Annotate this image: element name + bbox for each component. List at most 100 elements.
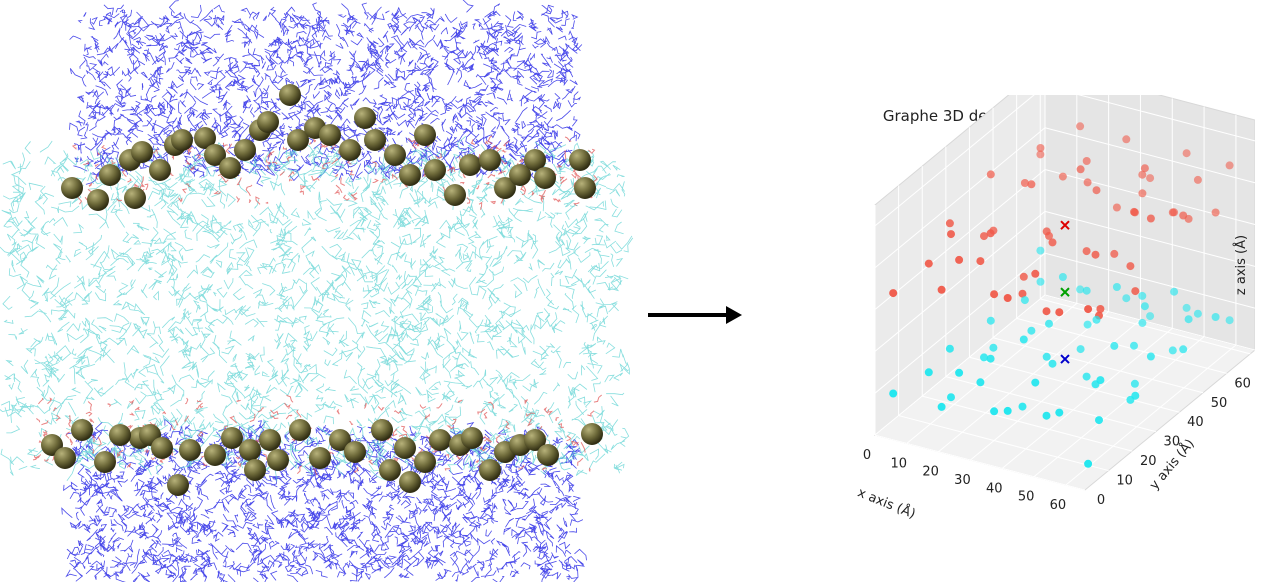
lower-leaflet-point <box>986 316 995 325</box>
phosphorus-sphere <box>87 189 109 211</box>
lower-leaflet-point <box>1019 335 1028 344</box>
lower-leaflet-point <box>1211 313 1220 321</box>
phosphorus-sphere <box>287 129 309 151</box>
phosphorus-sphere <box>444 184 466 206</box>
grid-line-y <box>992 337 1204 394</box>
grid-line-z <box>1044 127 1255 184</box>
phosphorus-sphere <box>289 419 311 441</box>
upper-leaflet-point <box>955 255 964 264</box>
y-tick-label: 50 <box>1211 396 1228 411</box>
phosphorus-sphere <box>459 154 481 176</box>
lower-leaflet-point <box>1036 246 1045 255</box>
upper-leaflet-point <box>1055 308 1064 317</box>
lower-leaflet-point <box>1168 346 1177 355</box>
lower-leaflet-point <box>947 393 955 402</box>
lower-leaflet-point <box>1042 411 1051 420</box>
phosphorus-sphere <box>534 167 556 189</box>
lower-leaflet-point <box>1042 352 1051 361</box>
upper-leaflet-point <box>945 219 954 228</box>
lower-leaflet-point <box>1076 345 1085 354</box>
upper-leaflet-point <box>1193 175 1202 184</box>
lower-leaflet-point <box>1138 318 1147 327</box>
upper-leaflet-point <box>1170 208 1179 217</box>
upper-leaflet-point <box>1084 305 1093 314</box>
lower-leaflet-point <box>937 402 946 411</box>
phosphorus-sphere <box>399 164 421 186</box>
grid-line-z <box>1044 169 1255 226</box>
upper-leaflet-point <box>1096 305 1105 313</box>
grid-line-y <box>969 356 1180 413</box>
lower-leaflet-point <box>889 389 898 398</box>
lower-leaflet-point <box>1003 406 1012 415</box>
upper-leaflet-point <box>1112 203 1121 212</box>
lower-leaflet-point <box>1170 287 1179 296</box>
phosphorus-sphere <box>494 177 516 199</box>
centroid-marker <box>1060 287 1070 297</box>
grid-line-z <box>874 294 1046 436</box>
x-tick-label: 30 <box>954 473 971 488</box>
x-tick-label: 60 <box>1050 498 1067 513</box>
phosphorus-sphere <box>279 84 301 106</box>
upper-leaflet-point <box>1126 262 1135 271</box>
phosphorus-sphere <box>179 439 201 461</box>
phosphorus-sphere <box>414 451 436 473</box>
lower-leaflet-point <box>1082 286 1091 295</box>
lower-leaflet-point <box>980 353 988 362</box>
lower-leaflet-point <box>989 343 998 352</box>
x-axis-label: x axis (Å) <box>855 484 918 522</box>
grid-line-z <box>1077 95 1255 142</box>
upper-leaflet-point <box>1130 208 1139 217</box>
upper-leaflet-point <box>980 232 988 241</box>
phosphorus-sphere <box>364 129 386 151</box>
lower-leaflet-point <box>1045 319 1053 328</box>
phosphorus-sphere <box>399 471 421 493</box>
x-tick-label: 20 <box>922 465 939 480</box>
upper-leaflet-point <box>889 289 898 298</box>
upper-leaflet-point <box>989 226 998 235</box>
phosphorus-sphere <box>354 107 376 129</box>
upper-leaflet-point <box>1140 164 1149 173</box>
upper-leaflet-point <box>1082 157 1091 165</box>
upper-leaflet-point <box>1211 208 1220 217</box>
upper-leaflet-point <box>1082 247 1091 256</box>
lower-leaflet-point <box>990 407 999 416</box>
lower-leaflet-point <box>1058 273 1067 281</box>
phosphorus-sphere <box>204 444 226 466</box>
lower-leaflet-point <box>1184 315 1193 324</box>
grid-line-z <box>1044 294 1255 351</box>
phosphorus-sphere <box>524 149 546 171</box>
lower-leaflet-point <box>1110 341 1119 350</box>
lower-leaflet-point <box>1112 283 1121 291</box>
grid-line-y <box>874 434 1086 491</box>
lower-leaflet-point <box>1138 291 1147 300</box>
upper-leaflet-point <box>1146 174 1155 183</box>
x-tick-label: 50 <box>1018 490 1035 505</box>
right-arrow-icon <box>648 306 742 324</box>
membrane-snapshot <box>0 0 634 582</box>
lower-leaflet-point <box>1048 359 1057 368</box>
phosphorus-sphere <box>509 164 531 186</box>
phosphorus-sphere <box>339 139 361 161</box>
lower-leaflet-point <box>945 344 954 353</box>
phosphorus-sphere <box>109 424 131 446</box>
axis-panes <box>873 95 1255 491</box>
phosphorus-sphere <box>171 129 193 151</box>
upper-leaflet-point <box>1036 150 1045 159</box>
phosphorus-sphere <box>151 437 173 459</box>
phosphorus-sphere <box>479 459 501 481</box>
upper-leaflet-point <box>1048 238 1057 247</box>
upper-leaflet-point <box>1083 178 1092 187</box>
upper-leaflet-point <box>1225 161 1234 170</box>
grid-line-z <box>874 127 1046 269</box>
lower-leaflet-point <box>1092 315 1101 324</box>
phosphorus-sphere <box>414 124 436 146</box>
upper-leaflet-point <box>1058 172 1067 181</box>
phosphorus-sphere <box>94 451 116 473</box>
y-tick-label: 60 <box>1234 376 1251 391</box>
phosphorus-sphere <box>384 144 406 166</box>
centroid-marker <box>1060 220 1070 230</box>
upper-leaflet-point <box>1003 294 1012 302</box>
phosphorus-sphere <box>329 429 351 451</box>
grid-line-y <box>1016 317 1227 374</box>
x-tick-label: 10 <box>891 456 908 471</box>
